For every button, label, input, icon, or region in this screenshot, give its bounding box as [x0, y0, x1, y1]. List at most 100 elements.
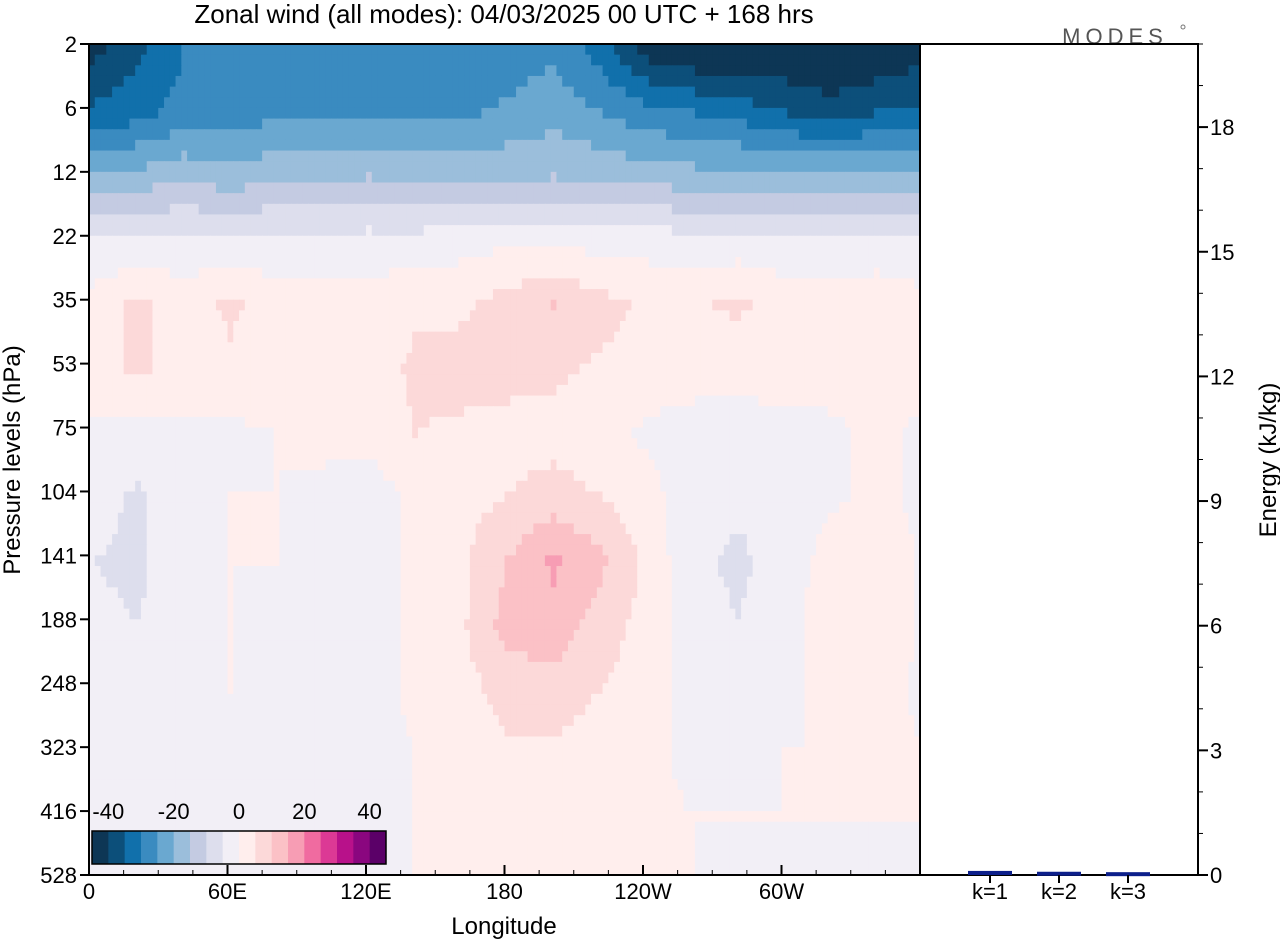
heatmap-cell — [677, 161, 684, 173]
heatmap-cell — [844, 374, 852, 386]
heatmap-cell — [712, 321, 719, 333]
heatmap-cell — [643, 75, 650, 88]
heatmap-cell — [394, 406, 402, 418]
heatmap-cell — [423, 321, 431, 333]
heatmap-cell — [746, 363, 754, 375]
heatmap-cell — [579, 278, 586, 290]
heatmap-cell — [689, 246, 696, 258]
heatmap-cell — [544, 395, 552, 407]
heatmap-cell — [319, 395, 327, 407]
heatmap-cell — [389, 235, 396, 248]
heatmap-cell — [319, 65, 327, 77]
heatmap-cell — [135, 54, 142, 66]
heatmap-cell — [314, 246, 321, 258]
heatmap-cell — [891, 44, 898, 56]
heatmap-cell — [758, 267, 765, 279]
heatmap-cell — [348, 267, 356, 279]
heatmap-cell — [181, 203, 188, 216]
heatmap-cell — [614, 406, 621, 418]
heatmap-cell — [683, 75, 690, 88]
heatmap-cell — [94, 299, 102, 311]
heatmap-cell — [723, 65, 731, 77]
heatmap-cell — [821, 246, 829, 258]
heatmap-cell — [233, 75, 240, 88]
heatmap-cell — [371, 150, 379, 162]
heatmap-cell — [643, 139, 650, 152]
heatmap-cell — [683, 139, 690, 152]
heatmap-cell — [435, 107, 442, 120]
heatmap-cell — [625, 171, 633, 184]
heatmap-cell — [256, 139, 263, 152]
heatmap-cell — [210, 65, 217, 77]
heatmap-cell — [256, 193, 263, 205]
heatmap-cell — [175, 214, 182, 226]
heatmap-cell — [429, 150, 436, 162]
heatmap-cell — [198, 321, 206, 333]
heatmap-cell — [152, 374, 159, 386]
heatmap-cell — [169, 246, 177, 258]
heatmap-cell — [862, 44, 869, 56]
heatmap-cell — [423, 225, 431, 237]
heatmap-cell — [239, 331, 246, 343]
heatmap-cell — [718, 97, 725, 109]
heatmap-cell — [533, 395, 540, 407]
heatmap-cell — [492, 193, 500, 205]
heatmap-cell — [562, 235, 569, 248]
heatmap-cell — [169, 139, 177, 152]
heatmap-cell — [348, 182, 356, 194]
heatmap-cell — [135, 129, 142, 141]
heatmap-cell — [198, 225, 206, 237]
heatmap-cell — [117, 395, 125, 407]
heatmap-cell — [164, 129, 171, 141]
heatmap-cell — [354, 97, 361, 109]
heatmap-cell — [844, 363, 852, 375]
heatmap-cell — [475, 129, 483, 141]
heatmap-cell — [643, 299, 650, 311]
heatmap-cell — [862, 203, 869, 216]
heatmap-cell — [885, 86, 892, 98]
heatmap-cell — [239, 299, 246, 311]
heatmap-cell — [550, 75, 558, 88]
heatmap-cell — [325, 257, 332, 269]
heatmap-cell — [117, 352, 125, 365]
heatmap-cell — [527, 331, 534, 343]
heatmap-cell — [198, 363, 206, 375]
heatmap-cell — [158, 363, 165, 375]
heatmap-cell — [377, 182, 384, 194]
heatmap-cell — [666, 257, 673, 269]
heatmap-cell — [498, 171, 506, 184]
heatmap-cell — [614, 363, 621, 375]
heatmap-cell — [504, 75, 511, 88]
heatmap-cell — [562, 246, 569, 258]
heatmap-cell — [244, 384, 252, 397]
heatmap-cell — [475, 44, 483, 56]
heatmap-cell — [498, 129, 506, 141]
heatmap-cell — [164, 289, 171, 301]
heatmap-cell — [290, 97, 298, 109]
heatmap-cell — [510, 310, 517, 322]
heatmap-cell — [348, 246, 356, 258]
heatmap-cell — [400, 342, 407, 354]
heatmap-cell — [164, 86, 171, 98]
heatmap-cell — [250, 129, 257, 141]
heatmap-cell — [914, 321, 921, 333]
heatmap-cell — [723, 246, 731, 258]
heatmap-cell — [227, 321, 234, 333]
heatmap-cell — [885, 118, 892, 130]
heatmap-cell — [671, 54, 679, 66]
heatmap-cell — [331, 171, 338, 184]
heatmap-cell — [279, 289, 286, 301]
heatmap-cell — [164, 363, 171, 375]
heatmap-cell — [348, 193, 356, 205]
heatmap-cell — [631, 214, 638, 226]
heatmap-cell — [833, 278, 840, 290]
heatmap-cell — [648, 54, 656, 66]
heatmap-cell — [129, 235, 136, 248]
heatmap-cell — [868, 331, 875, 343]
heatmap-cell — [106, 150, 113, 162]
heatmap-cell — [371, 406, 379, 418]
heatmap-cell — [516, 129, 523, 141]
heatmap-cell — [556, 363, 563, 375]
heatmap-cell — [314, 129, 321, 141]
heatmap-cell — [198, 129, 206, 141]
